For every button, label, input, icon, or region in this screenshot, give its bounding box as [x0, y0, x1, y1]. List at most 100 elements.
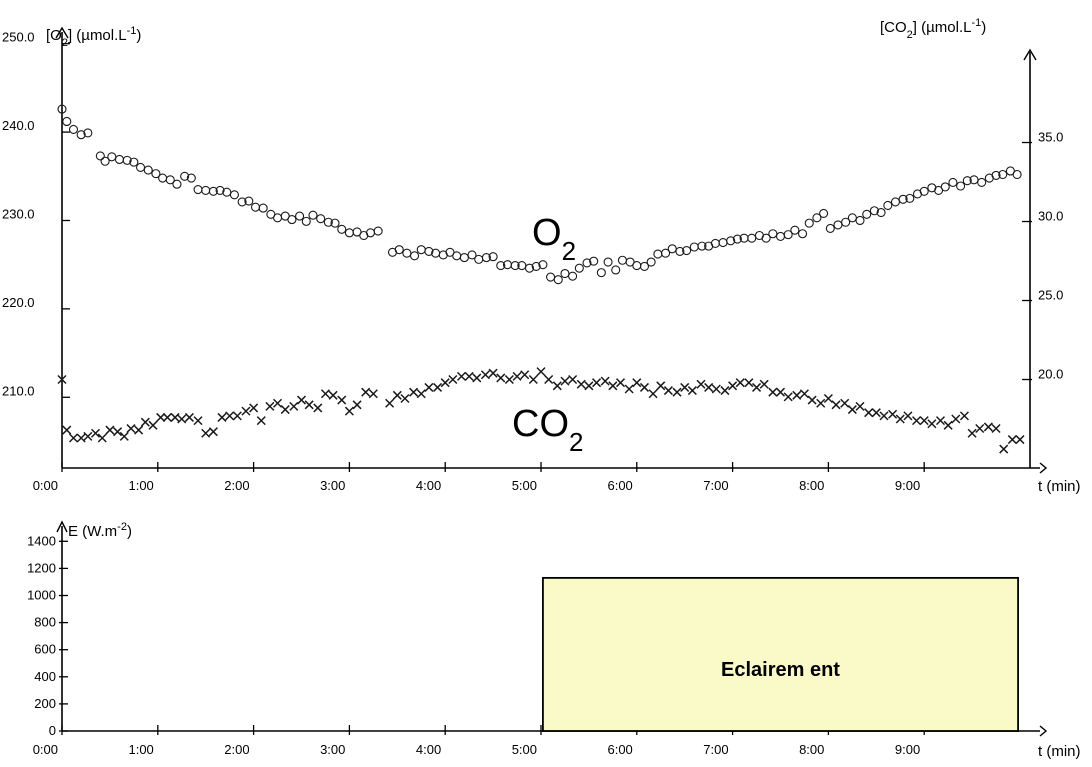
- co2-point: [273, 398, 283, 408]
- co2-label-main: CO: [512, 403, 569, 445]
- x-tick-label: 9:00: [895, 742, 920, 757]
- o2-point: [394, 245, 404, 255]
- y-right-tick-label: 30.0: [1038, 209, 1063, 224]
- co2-point: [496, 373, 506, 383]
- o2-point: [898, 194, 908, 204]
- o2-point: [344, 228, 354, 238]
- o2-point: [57, 104, 67, 114]
- co2-point: [831, 400, 841, 410]
- co2-point: [304, 400, 314, 410]
- x-tick-label: 2:00: [224, 478, 249, 493]
- o2-point: [180, 171, 190, 181]
- o2-point: [258, 203, 268, 213]
- o2-point: [365, 228, 376, 238]
- co2-label-sub: 2: [569, 427, 583, 457]
- co2-point: [991, 423, 1001, 434]
- o2-point: [323, 217, 333, 227]
- co2-point: [983, 422, 993, 432]
- o2-point: [956, 181, 966, 191]
- o2-point: [653, 249, 663, 259]
- y-left-tick-label: 240.0: [2, 118, 35, 133]
- co2-point: [289, 401, 299, 411]
- x-tick-label: 8:00: [799, 742, 824, 757]
- illumination-region: [542, 576, 1019, 732]
- o2-point: [568, 271, 578, 281]
- o2-point: [129, 157, 139, 167]
- o2-point: [201, 185, 211, 195]
- o2-point: [675, 246, 685, 256]
- o2-point: [574, 263, 584, 273]
- co2-point: [576, 379, 586, 389]
- o2-point: [732, 234, 742, 244]
- co2-point: [217, 412, 227, 422]
- illumination-label: Eclairem ent: [721, 659, 840, 681]
- o2-point: [215, 185, 225, 195]
- x-tick-label: 9:00: [895, 478, 920, 493]
- y-right-title-sub: 2: [907, 29, 913, 41]
- o2-point: [962, 176, 972, 186]
- o2-point: [287, 215, 297, 225]
- o2-point: [546, 272, 556, 282]
- co2-series-label: CO2: [512, 403, 583, 457]
- o2-point: [165, 175, 175, 185]
- co2-point: [83, 431, 93, 441]
- y-right-axis-title: [CO2] (µmol.L-1): [880, 17, 986, 41]
- o2-point: [416, 245, 426, 255]
- o2-point: [83, 128, 93, 138]
- o2-point: [689, 242, 699, 252]
- y-right-title-sup: -1: [971, 17, 981, 29]
- co2-point: [344, 406, 354, 416]
- o2-point: [488, 252, 498, 262]
- o2-point: [95, 151, 105, 161]
- x-tick-label: 0:00: [33, 742, 58, 757]
- o2-point: [272, 213, 283, 223]
- y-title-end: ): [127, 523, 132, 540]
- o2-point: [596, 268, 606, 278]
- co2-point: [584, 381, 594, 391]
- co2-point: [241, 406, 251, 416]
- co2-point: [337, 395, 347, 405]
- co2-point: [792, 390, 802, 400]
- y-left-axis-title: [O2] (µmol.L-1): [46, 25, 141, 49]
- co2-point: [735, 378, 745, 388]
- co2-point: [704, 382, 714, 392]
- o2-point: [330, 218, 340, 228]
- o2-point: [158, 173, 168, 183]
- o2-point: [193, 184, 203, 195]
- y-right-axis-arrow: [1023, 48, 1037, 61]
- o2-point: [632, 261, 642, 271]
- y-left-tick-label: 220.0: [2, 295, 35, 310]
- co2-point: [480, 370, 490, 380]
- co2-point: [672, 387, 682, 397]
- o2-point: [646, 257, 656, 267]
- o2-point: [553, 275, 563, 285]
- x-tick-label: 6:00: [607, 742, 632, 757]
- o2-series-label: O2: [532, 212, 576, 266]
- co2-point: [472, 373, 482, 383]
- co2-point: [919, 416, 929, 426]
- co2-point: [57, 374, 67, 385]
- o2-point: [68, 124, 79, 134]
- co2-point: [368, 389, 378, 399]
- o2-point: [244, 196, 254, 206]
- co2-point: [352, 400, 362, 410]
- co2-point: [879, 411, 889, 421]
- co2-point: [663, 386, 673, 396]
- o2-point: [337, 224, 347, 234]
- o2-point: [825, 223, 835, 233]
- y-right-title-main: [CO: [880, 19, 907, 36]
- co2-point: [568, 374, 578, 385]
- y-left-title-end: ): [136, 27, 141, 44]
- y-tick-label: 800: [34, 615, 56, 630]
- o2-point: [76, 130, 86, 140]
- co2-point: [464, 371, 474, 381]
- o2-point: [768, 229, 778, 239]
- co2-point: [433, 382, 443, 392]
- o2-point: [667, 244, 677, 254]
- co2-point: [1015, 435, 1025, 445]
- co2-point: [504, 374, 514, 385]
- o2-point: [919, 186, 929, 196]
- co2-point: [959, 411, 969, 421]
- o2-point: [1012, 169, 1022, 180]
- o2-point: [560, 268, 570, 279]
